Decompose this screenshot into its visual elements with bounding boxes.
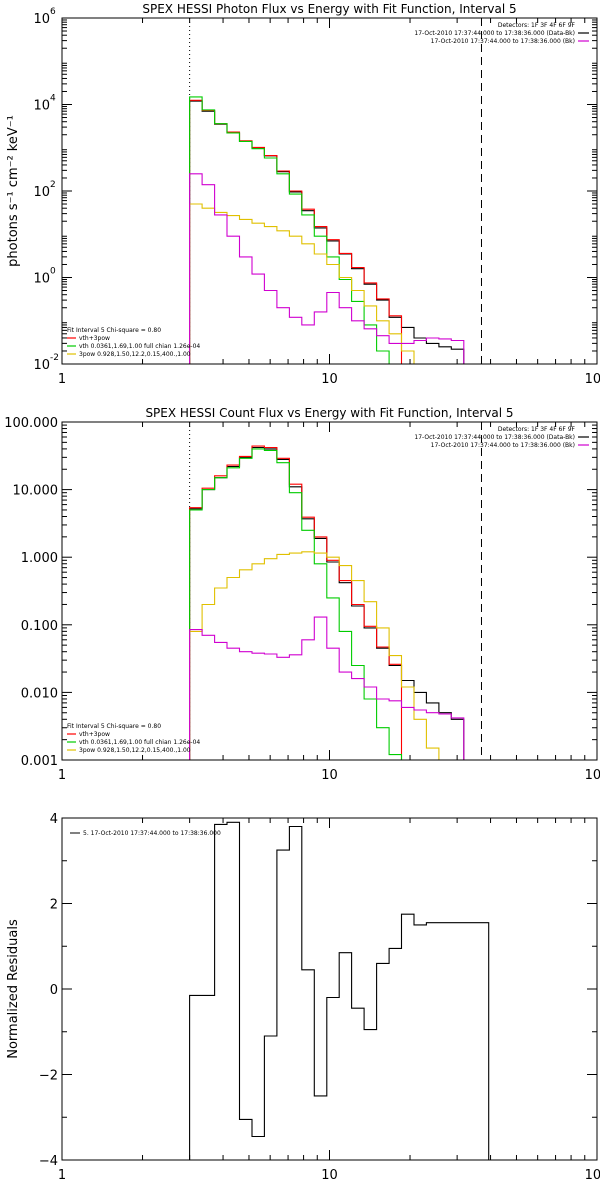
series-line-3pow	[189, 551, 440, 760]
series-line-vth-3pow	[189, 445, 403, 760]
y-tick-exponent: 4	[50, 94, 56, 104]
series-line-bk	[189, 173, 465, 364]
y-tick-label: 0	[50, 983, 58, 998]
legend-fit-text: Fit Interval 5 Chi-square = 0.80	[67, 723, 161, 730]
series-line-bk	[189, 616, 465, 760]
y-tick-label: 1.000	[21, 551, 58, 566]
y-tick-label: 10	[33, 185, 50, 200]
x-tick-label: 10	[321, 372, 338, 387]
residuals-panel: 1 10 100 −4 −2 0 2 4 Normalized Residuals 5. 17-O…	[6, 812, 600, 1183]
y-tick-label: −2	[39, 1069, 58, 1084]
y-tick-exponent: 6	[50, 7, 56, 17]
x-tick-label: 1	[58, 372, 66, 387]
series-line-data-bk	[189, 446, 465, 760]
plot-area	[189, 96, 465, 364]
y-tick-label: 0.001	[21, 754, 58, 769]
legend-fit-text: Fit Interval 5 Chi-square = 0.80	[67, 327, 161, 334]
legend-top-text: 17-Oct-2010 17:37:44.000 to 17:38:36.000…	[414, 434, 575, 441]
y-tick-label: 10.000	[13, 484, 59, 499]
legend-top-text: Detectors: 1F 3F 4F 6F 9F	[498, 22, 576, 29]
legend-text: vth+3pow	[79, 335, 110, 342]
legend-top-text: Detectors: 1F 3F 4F 6F 9F	[498, 426, 576, 433]
y-tick-label: 10	[33, 358, 50, 373]
y-tick-label: 10	[33, 272, 50, 287]
y-tick-label: 10	[33, 12, 50, 27]
series-line-5-17-oct-2010-17-37-44-000-to-17-38-36-000	[189, 821, 490, 1160]
legend-top-text: 17-Oct-2010 17:37:44.000 to 17:38:36.000…	[431, 442, 575, 449]
photon-flux-panel: SPEX HESSI Photon Flux vs Energy with Fi…	[6, 2, 600, 387]
y-axis-label: photons s⁻¹ cm⁻² keV⁻¹	[6, 115, 21, 267]
y-tick-exponent: 2	[50, 180, 56, 190]
x-tick-label: 10	[321, 1168, 338, 1183]
plot-frame	[61, 421, 598, 761]
y-tick-label: 2	[50, 898, 58, 913]
x-tick-label: 100	[585, 372, 600, 387]
legend-text: 3pow 0.928,1.50,12.2,0.15,400.,1.00	[79, 747, 191, 754]
series-line-vth	[189, 448, 403, 760]
y-tick-label: 4	[50, 812, 58, 827]
chart-title: SPEX HESSI Photon Flux vs Energy with Fi…	[142, 2, 516, 16]
y-axis-label: Normalized Residuals	[6, 919, 21, 1059]
x-tick-label: 100	[585, 1168, 600, 1183]
x-tick-label: 1	[58, 1168, 66, 1183]
y-tick-label: 100.000	[4, 416, 58, 431]
plot-frame	[61, 17, 598, 365]
x-tick-label: 100	[585, 768, 600, 783]
series-line-vth-3pow	[189, 99, 403, 364]
y-tick-label: −4	[39, 1154, 58, 1169]
y-tick-label: 10	[33, 99, 50, 114]
y-tick-exponent: -2	[50, 353, 59, 363]
y-tick-label: 0.100	[21, 619, 58, 634]
series-line-vth	[189, 96, 390, 364]
series-line-3pow	[189, 203, 427, 364]
legend-text: vth 0.0361,1.69,1.00 full chian 1.26e-04	[79, 739, 200, 746]
chart-title: SPEX HESSI Count Flux vs Energy with Fit…	[145, 406, 513, 420]
count-flux-panel: SPEX HESSI Count Flux vs Energy with Fit…	[4, 406, 600, 783]
plot-area	[189, 821, 490, 1160]
legend-text: 5. 17-Oct-2010 17:37:44.000 to 17:38:36.…	[83, 830, 221, 837]
legend-text: vth 0.0361,1.69,1.00 full chian 1.26e-04	[79, 343, 200, 350]
x-tick-label: 10	[321, 768, 338, 783]
x-tick-label: 1	[58, 768, 66, 783]
y-tick-label: 0.010	[21, 686, 58, 701]
legend-text: vth+3pow	[79, 731, 110, 738]
y-tick-exponent: 0	[50, 267, 56, 277]
legend-top-text: 17-Oct-2010 17:37:44.000 to 17:38:36.000…	[414, 30, 575, 37]
plot-frame	[61, 817, 598, 1161]
legend-top-text: 17-Oct-2010 17:37:44.000 to 17:38:36.000…	[431, 38, 575, 45]
plot-area	[189, 445, 465, 760]
legend-text: 3pow 0.928,1.50,12.2,0.15,400.,1.00	[79, 351, 191, 358]
